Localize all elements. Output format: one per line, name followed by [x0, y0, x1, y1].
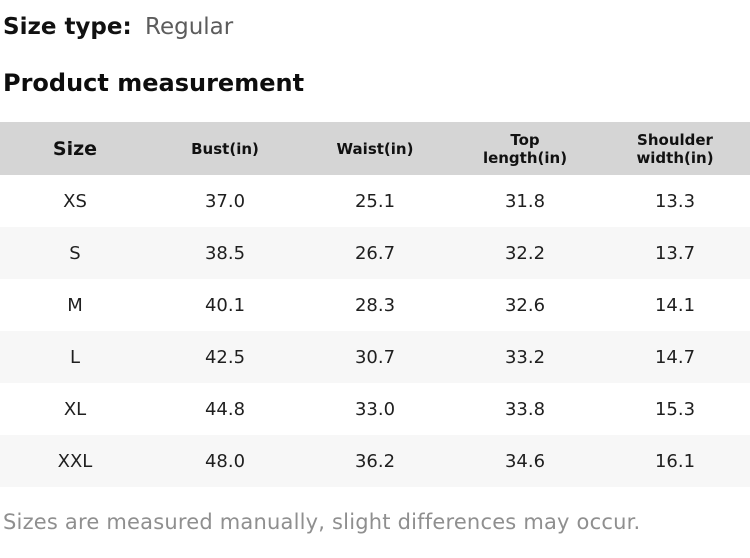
- size-type-label: Size type:: [3, 14, 132, 40]
- measurement-cell: 32.6: [504, 294, 546, 316]
- measurement-cell: 40.1: [204, 294, 246, 316]
- measurement-cell: 13.7: [654, 242, 696, 264]
- table-row: L 42.5 30.7 33.2 14.7: [0, 331, 750, 383]
- measurement-cell: 14.7: [654, 346, 696, 368]
- table-row: XS 37.0 25.1 31.8 13.3: [0, 175, 750, 227]
- measurement-cell: 33.2: [504, 346, 546, 368]
- measurement-cell: 13.3: [654, 190, 696, 212]
- size-cell: S: [69, 242, 81, 264]
- size-type-line: Size type: Regular: [0, 12, 750, 42]
- measurement-cell: 25.1: [354, 190, 396, 212]
- measurement-cell: 33.0: [354, 398, 396, 420]
- measurement-cell: 37.0: [204, 190, 246, 212]
- measurement-cell: 42.5: [204, 346, 246, 368]
- measurement-cell: 30.7: [354, 346, 396, 368]
- table-row: S 38.5 26.7 32.2 13.7: [0, 227, 750, 279]
- table-header-row: Size Bust(in) Waist(in) Top length(in) S…: [0, 122, 750, 175]
- measurement-cell: 48.0: [204, 450, 246, 472]
- size-cell: XXL: [57, 450, 93, 472]
- measurement-disclaimer: Sizes are measured manually, slight diff…: [3, 510, 641, 534]
- size-cell: XL: [63, 398, 87, 420]
- table-row: XXL 48.0 36.2 34.6 16.1: [0, 435, 750, 487]
- column-header-bust: Bust(in): [191, 139, 259, 158]
- size-cell: M: [67, 294, 83, 316]
- measurement-cell: 31.8: [504, 190, 546, 212]
- measurement-cell: 34.6: [504, 450, 546, 472]
- measurement-cell: 32.2: [504, 242, 546, 264]
- measurement-cell: 16.1: [654, 450, 696, 472]
- measurement-cell: 36.2: [354, 450, 396, 472]
- table-body: XS 37.0 25.1 31.8 13.3 S 38.5 26.7 32.2 13.7 M 40.1…: [0, 175, 750, 487]
- table-row: M 40.1 28.3 32.6 14.1: [0, 279, 750, 331]
- column-header-shoulder-width: Shoulder width(in): [636, 130, 714, 167]
- measurement-cell: 33.8: [504, 398, 546, 420]
- measurement-cell: 26.7: [354, 242, 396, 264]
- column-header-top-length: Top length(in): [482, 130, 568, 167]
- measurement-cell: 28.3: [354, 294, 396, 316]
- measurement-cell: 15.3: [654, 398, 696, 420]
- size-cell: L: [69, 346, 81, 368]
- measurement-cell: 44.8: [204, 398, 246, 420]
- column-header-size: Size: [52, 137, 98, 160]
- measurement-table: Size Bust(in) Waist(in) Top length(in) S…: [0, 122, 750, 487]
- measurement-cell: 14.1: [654, 294, 696, 316]
- size-cell: XS: [63, 190, 87, 212]
- measurement-cell: 38.5: [204, 242, 246, 264]
- product-measurement-title: Product measurement: [3, 69, 305, 97]
- table-row: XL 44.8 33.0 33.8 15.3: [0, 383, 750, 435]
- column-header-waist: Waist(in): [336, 139, 414, 158]
- size-type-value: Regular: [145, 14, 234, 40]
